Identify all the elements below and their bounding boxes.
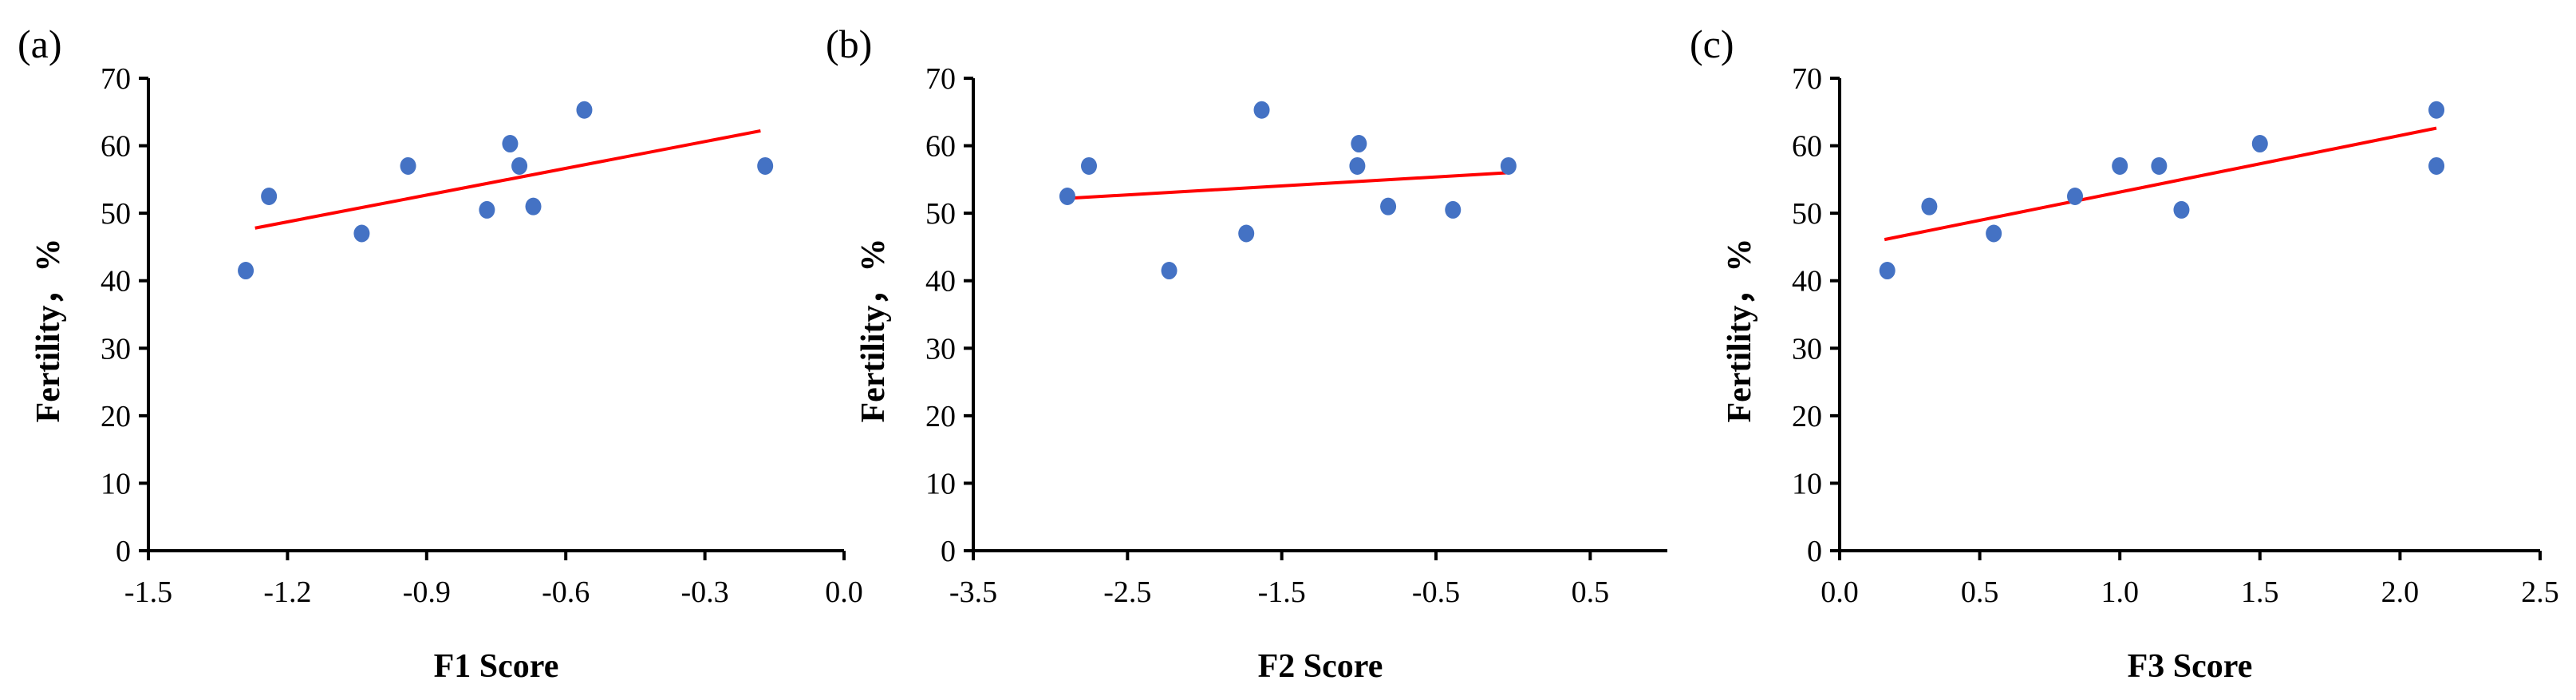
x-axis-title: F2 Score bbox=[1258, 648, 1383, 685]
y-tick-label: 30 bbox=[1792, 332, 1822, 366]
y-tick-label: 20 bbox=[101, 400, 131, 433]
y-axis-title: Fertility，% bbox=[855, 239, 892, 423]
y-tick-label: 10 bbox=[101, 467, 131, 500]
x-tick-label: -0.9 bbox=[403, 575, 451, 609]
x-ticks: -1.5 -1.2 -0.9 -0.6 -0.3 0.0 bbox=[124, 551, 863, 609]
y-tick-label: 0 bbox=[941, 535, 956, 568]
x-ticks: 0.0 0.5 1.0 1.5 2.0 2.5 bbox=[1821, 551, 2559, 609]
x-tick-label: -2.5 bbox=[1103, 575, 1151, 609]
data-point bbox=[757, 156, 774, 175]
x-tick-label: 2.5 bbox=[2521, 575, 2559, 609]
data-point bbox=[502, 135, 519, 153]
chart-panel-a: (a) 0 10 20 30 40 50 60 70 -1.5 -1.2 -0.9 -0.6 -0.3… bbox=[18, 22, 863, 685]
data-point bbox=[2112, 156, 2128, 175]
data-points bbox=[238, 101, 774, 280]
x-tick-label: 1.0 bbox=[2101, 575, 2139, 609]
data-point bbox=[2251, 135, 2268, 153]
x-tick-label: -0.3 bbox=[681, 575, 729, 609]
panel-label-c: (c) bbox=[1690, 22, 1734, 66]
y-tick-label: 0 bbox=[116, 535, 131, 568]
x-tick-label: 0.0 bbox=[1821, 575, 1859, 609]
x-axis-title: F3 Score bbox=[2128, 648, 2253, 685]
data-point bbox=[400, 156, 416, 175]
data-point bbox=[1351, 135, 1367, 153]
y-axis-title: Fertility，% bbox=[30, 239, 67, 423]
y-ticks: 0 10 20 30 40 50 60 70 bbox=[101, 62, 148, 568]
data-point bbox=[1500, 156, 1517, 175]
panel-label-b: (b) bbox=[826, 22, 872, 66]
y-axis-title: Fertility，% bbox=[1722, 239, 1758, 423]
y-tick-label: 60 bbox=[925, 130, 956, 164]
y-tick-label: 30 bbox=[101, 332, 131, 366]
data-point bbox=[576, 101, 593, 119]
data-point bbox=[1349, 156, 1366, 175]
x-tick-label: -0.6 bbox=[542, 575, 590, 609]
x-tick-label: -3.5 bbox=[949, 575, 997, 609]
x-tick-label: 2.0 bbox=[2381, 575, 2420, 609]
data-point bbox=[353, 224, 370, 243]
y-tick-label: 40 bbox=[1792, 265, 1822, 299]
data-point bbox=[2428, 101, 2445, 119]
data-point bbox=[1986, 224, 2002, 243]
panel-label-a: (a) bbox=[18, 22, 62, 66]
data-point bbox=[1059, 188, 1075, 205]
data-point bbox=[479, 200, 495, 219]
data-point bbox=[1921, 197, 1938, 216]
data-point bbox=[2151, 156, 2168, 175]
y-tick-label: 50 bbox=[925, 197, 956, 231]
x-tick-label: 0.5 bbox=[1572, 575, 1610, 609]
x-tick-label: -1.5 bbox=[1258, 575, 1306, 609]
y-tick-label: 40 bbox=[925, 265, 956, 299]
y-tick-label: 10 bbox=[925, 467, 956, 500]
x-tick-label: -0.5 bbox=[1412, 575, 1460, 609]
data-point bbox=[1380, 197, 1397, 216]
y-tick-label: 70 bbox=[925, 62, 956, 96]
y-tick-label: 70 bbox=[101, 62, 131, 96]
x-tick-label: 0.0 bbox=[825, 575, 863, 609]
trendline bbox=[1884, 126, 2437, 242]
y-ticks: 0 10 20 30 40 50 60 70 bbox=[925, 62, 973, 568]
y-tick-label: 0 bbox=[1807, 535, 1822, 568]
y-ticks: 0 10 20 30 40 50 60 70 bbox=[1792, 62, 1840, 568]
trendline bbox=[1067, 171, 1509, 200]
data-point bbox=[1445, 200, 1462, 219]
y-tick-label: 60 bbox=[101, 130, 131, 164]
y-tick-label: 20 bbox=[925, 400, 956, 433]
y-tick-label: 60 bbox=[1792, 130, 1822, 164]
data-point bbox=[1253, 101, 1270, 119]
data-point bbox=[511, 156, 528, 175]
y-tick-label: 20 bbox=[1792, 400, 1822, 433]
y-tick-label: 50 bbox=[1792, 197, 1822, 231]
data-point bbox=[261, 188, 278, 205]
trendline bbox=[254, 129, 761, 230]
x-ticks: -3.5 -2.5 -1.5 -0.5 0.5 bbox=[949, 551, 1609, 609]
data-points bbox=[1879, 101, 2445, 280]
data-points bbox=[1059, 101, 1517, 280]
y-tick-label: 40 bbox=[101, 265, 131, 299]
data-point bbox=[1161, 262, 1178, 280]
x-axis-title: F1 Score bbox=[434, 648, 559, 685]
x-tick-label: 0.5 bbox=[1961, 575, 1999, 609]
data-point bbox=[2428, 156, 2445, 175]
x-tick-label: -1.5 bbox=[124, 575, 172, 609]
data-point bbox=[238, 262, 254, 280]
y-tick-label: 50 bbox=[101, 197, 131, 231]
x-tick-label: -1.2 bbox=[263, 575, 311, 609]
y-tick-label: 10 bbox=[1792, 467, 1822, 500]
data-point bbox=[1238, 224, 1255, 243]
data-point bbox=[2173, 200, 2190, 219]
data-point bbox=[525, 197, 542, 216]
data-point bbox=[1879, 262, 1896, 280]
y-tick-label: 30 bbox=[925, 332, 956, 366]
data-point bbox=[1081, 156, 1097, 175]
y-tick-label: 70 bbox=[1792, 62, 1822, 96]
x-tick-label: 1.5 bbox=[2241, 575, 2279, 609]
chart-panel-c: (c) 0 10 20 30 40 50 60 70 0.0 0.5 1.0 1.5 2.0 2.5 F… bbox=[1690, 22, 2559, 685]
data-point bbox=[2067, 188, 2084, 205]
